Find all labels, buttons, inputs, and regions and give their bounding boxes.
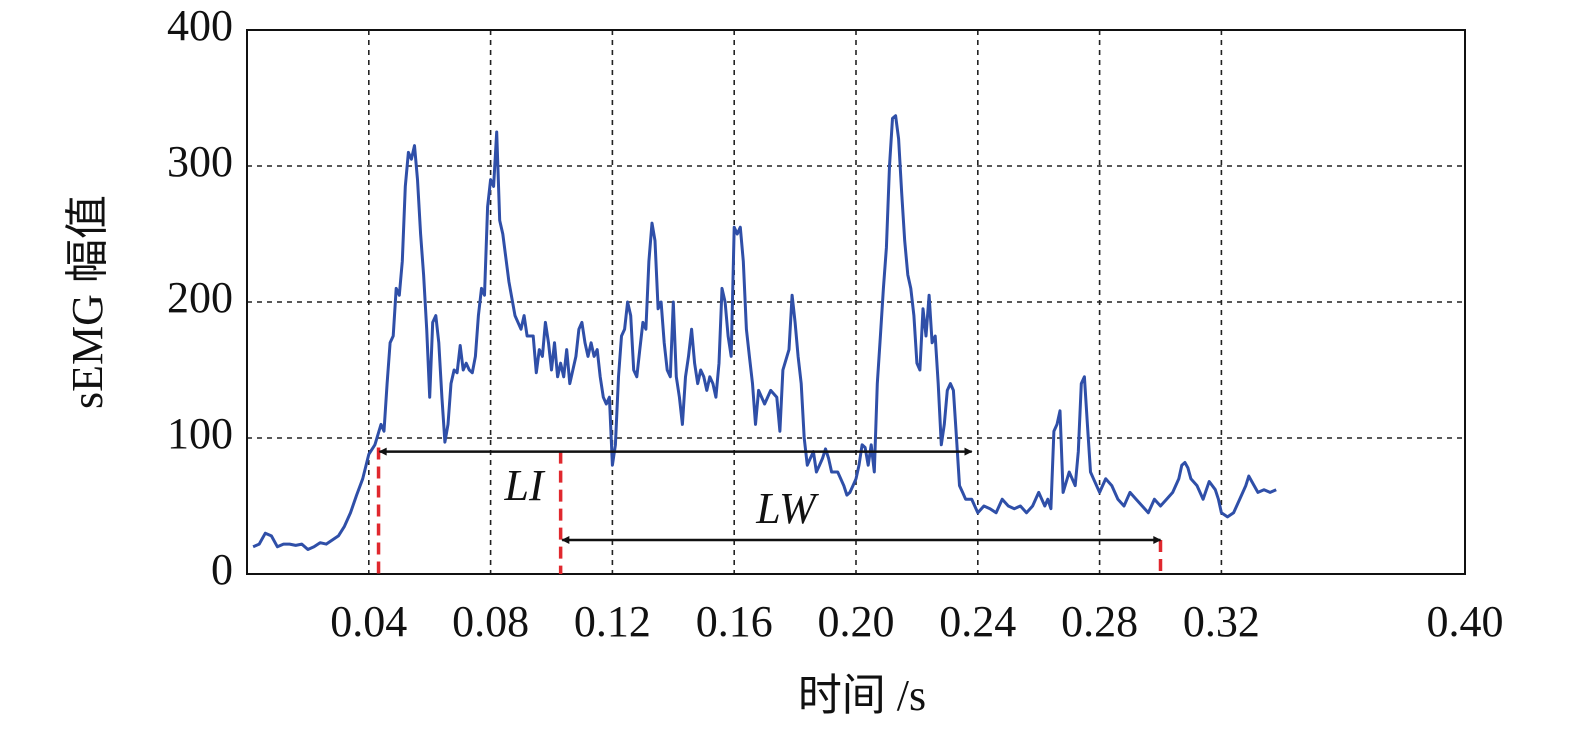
annotation-label: LI (504, 461, 546, 510)
x-tick-label: 0.32 (1183, 597, 1260, 646)
x-axis-label: 时间 /s (798, 671, 926, 720)
x-tick-label: 0.08 (452, 597, 529, 646)
x-tick-label: 0.16 (696, 597, 773, 646)
y-tick-label: 0 (211, 545, 233, 594)
y-axis-label: sEMG 幅值 (63, 195, 112, 409)
x-tick-label: 0.40 (1427, 597, 1504, 646)
y-tick-label: 100 (167, 409, 233, 458)
line (252, 114, 1277, 551)
annotation-label: LW (755, 484, 819, 533)
plot-frame (246, 29, 1466, 575)
x-tick-label: 0.28 (1061, 597, 1138, 646)
y-tick-label: 400 (167, 1, 233, 50)
x-tick-label: 0.04 (330, 597, 407, 646)
x-tick-label: 0.12 (574, 597, 651, 646)
y-tick-label: 300 (167, 137, 233, 186)
y-tick-label: 200 (167, 273, 233, 322)
x-tick-label: 0.24 (939, 597, 1016, 646)
x-tick-label: 0.20 (818, 597, 895, 646)
